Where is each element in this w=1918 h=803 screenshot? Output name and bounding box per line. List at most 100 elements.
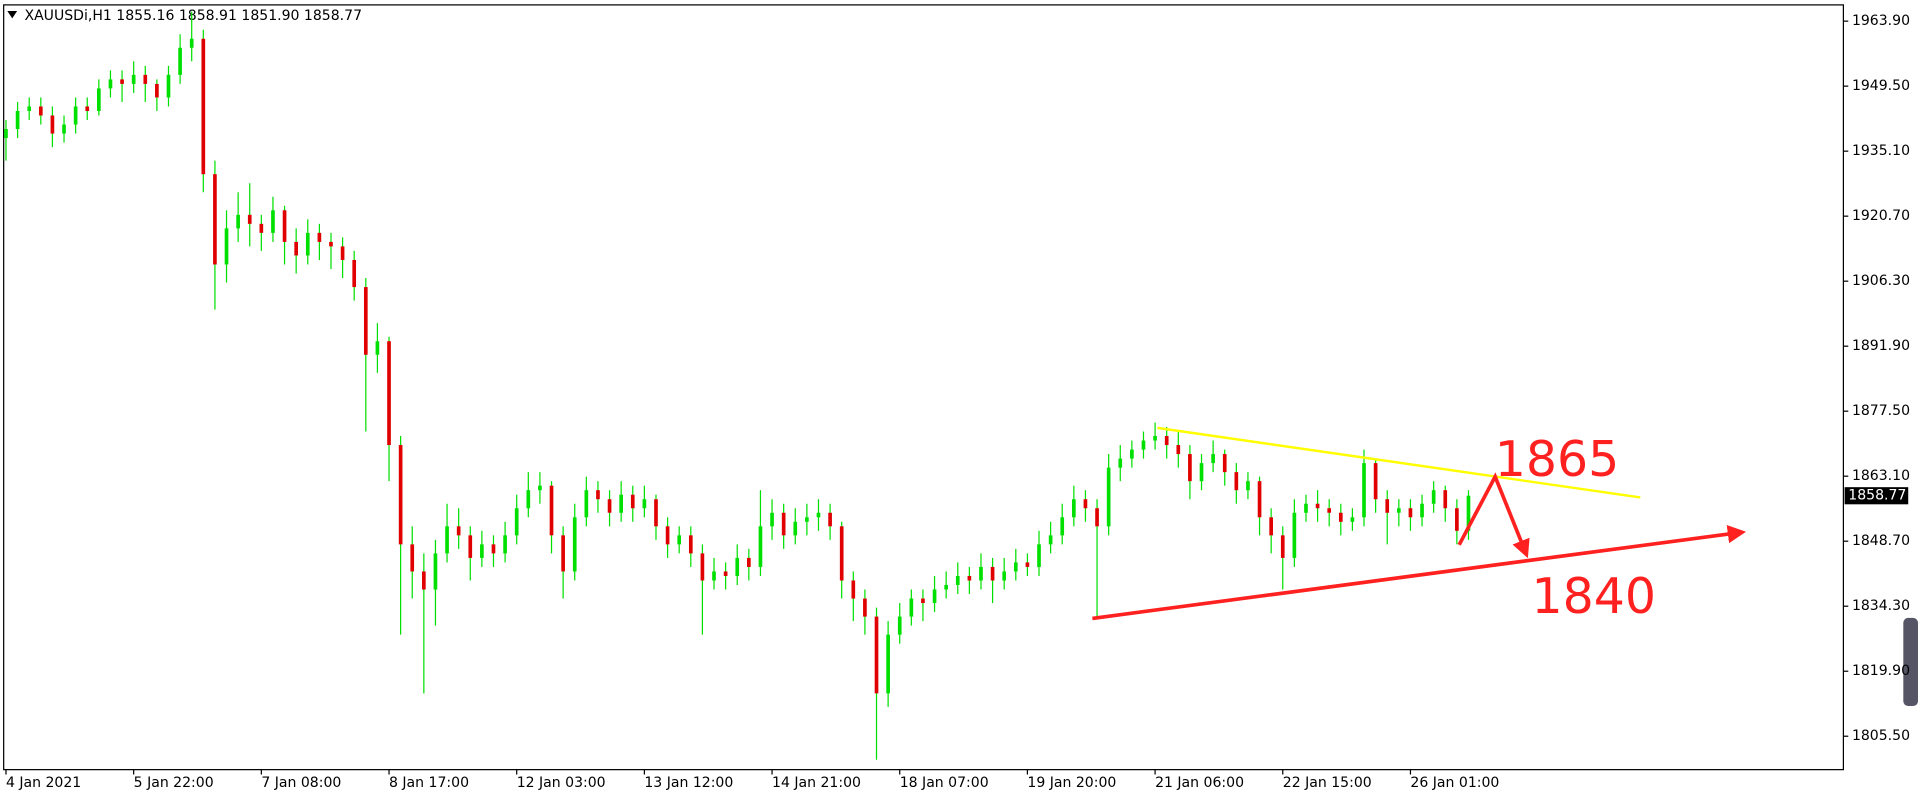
candle-body bbox=[700, 553, 705, 581]
candle-body bbox=[480, 544, 484, 558]
candle-body bbox=[851, 580, 856, 599]
candle-body bbox=[688, 535, 693, 554]
candle-body bbox=[828, 512, 832, 527]
candle-body bbox=[1130, 449, 1134, 459]
candle-body bbox=[1431, 490, 1436, 504]
candle-body bbox=[38, 106, 43, 116]
candle-body bbox=[1420, 503, 1424, 518]
plot-frame bbox=[3, 4, 1844, 771]
candle-body bbox=[1234, 472, 1239, 491]
candle-body bbox=[990, 566, 995, 581]
candle-body bbox=[4, 129, 8, 139]
candle-body bbox=[294, 241, 299, 256]
y-tick-label: 1819.90 bbox=[1852, 663, 1910, 679]
candle-body bbox=[1246, 481, 1250, 491]
candle-body bbox=[793, 521, 798, 536]
candle-body bbox=[120, 79, 124, 84]
candle-body bbox=[468, 535, 473, 558]
candle-body bbox=[445, 526, 449, 554]
candle-body bbox=[329, 241, 333, 247]
trend-line bbox=[1092, 525, 1747, 621]
x-tick-label: 26 Jan 01:00 bbox=[1410, 775, 1499, 791]
candle-body bbox=[921, 598, 925, 604]
candle-body bbox=[305, 232, 310, 256]
candle-body bbox=[1455, 508, 1459, 531]
candle-body bbox=[1315, 503, 1320, 509]
candle-body bbox=[874, 616, 879, 694]
scroll-widget[interactable] bbox=[1903, 617, 1918, 707]
candle-body bbox=[781, 512, 786, 536]
candle-body bbox=[758, 526, 763, 567]
candle-body bbox=[375, 341, 380, 355]
candle-body bbox=[596, 490, 600, 500]
candle-body bbox=[189, 38, 194, 48]
candle-body bbox=[352, 259, 357, 288]
x-tick-label: 14 Jan 21:00 bbox=[772, 775, 861, 791]
candle-body bbox=[654, 499, 658, 527]
candle-body bbox=[62, 124, 66, 134]
candle-body bbox=[619, 494, 623, 513]
candle-body bbox=[747, 557, 751, 567]
candle-body bbox=[1466, 495, 1471, 531]
candle-body bbox=[1083, 499, 1088, 509]
candle-body bbox=[166, 74, 171, 98]
candle-body bbox=[735, 557, 740, 576]
candle-body bbox=[1443, 490, 1448, 509]
candle-body bbox=[514, 508, 519, 536]
chart-header: XAUUSDi,H1 1855.16 1858.91 1851.90 1858.… bbox=[24, 8, 362, 24]
y-tick-label: 1877.50 bbox=[1852, 403, 1910, 419]
candle-body bbox=[839, 526, 844, 581]
candle-body bbox=[526, 490, 531, 509]
candle-body bbox=[1199, 463, 1204, 482]
candle-body bbox=[1037, 544, 1041, 567]
candle-body bbox=[816, 512, 821, 518]
candle-body bbox=[863, 598, 867, 617]
x-tick-label: 22 Jan 15:00 bbox=[1283, 775, 1372, 791]
candle-body bbox=[1269, 517, 1273, 536]
candle-body bbox=[73, 106, 78, 125]
candle-body bbox=[630, 494, 635, 509]
candle-body bbox=[1304, 503, 1308, 513]
candle-body bbox=[642, 499, 647, 509]
candle-body bbox=[213, 174, 217, 265]
candle-body bbox=[1060, 517, 1065, 536]
candle-body bbox=[1013, 562, 1018, 572]
candle-body bbox=[1164, 436, 1169, 446]
x-tick-label: 5 Jan 22:00 bbox=[134, 775, 214, 791]
candle-body bbox=[433, 553, 438, 590]
candle-body bbox=[538, 485, 542, 491]
y-tick-label: 1920.70 bbox=[1852, 208, 1910, 224]
candle-body bbox=[1373, 463, 1378, 500]
x-tick-label: 18 Jan 07:00 bbox=[900, 775, 989, 791]
candle-body bbox=[271, 210, 275, 233]
candle-body bbox=[410, 544, 415, 572]
candle-body bbox=[503, 535, 507, 554]
candle-body bbox=[317, 232, 322, 242]
last-price-box bbox=[1844, 487, 1909, 505]
x-tick-label: 7 Jan 08:00 bbox=[261, 775, 341, 791]
x-tick-label: 4 Jan 2021 bbox=[6, 775, 81, 791]
candle-body bbox=[1025, 562, 1030, 567]
trend-line bbox=[1457, 472, 1530, 559]
candle-body bbox=[282, 210, 287, 242]
candle-body bbox=[398, 445, 403, 545]
candle-body bbox=[1106, 467, 1111, 527]
candle-body bbox=[236, 214, 240, 229]
candle-body bbox=[770, 512, 774, 527]
y-tick-label: 1834.30 bbox=[1852, 598, 1910, 614]
candle-body bbox=[886, 634, 890, 694]
candle-body bbox=[1385, 499, 1390, 513]
y-tick-label: 1848.70 bbox=[1852, 533, 1910, 549]
candle-body bbox=[979, 566, 983, 581]
last-price-label: 1858.77 bbox=[1848, 488, 1906, 504]
menu-arrow[interactable] bbox=[7, 11, 18, 19]
candle-body bbox=[1141, 440, 1146, 450]
x-tick-label: 8 Jan 17:00 bbox=[389, 775, 469, 791]
y-tick-label: 1863.10 bbox=[1852, 468, 1910, 484]
candle-body bbox=[143, 74, 148, 84]
x-tick-label: 21 Jan 06:00 bbox=[1155, 775, 1244, 791]
y-tick-label: 1949.50 bbox=[1852, 78, 1910, 94]
candle-body bbox=[1048, 535, 1053, 545]
candle-body bbox=[665, 526, 670, 545]
